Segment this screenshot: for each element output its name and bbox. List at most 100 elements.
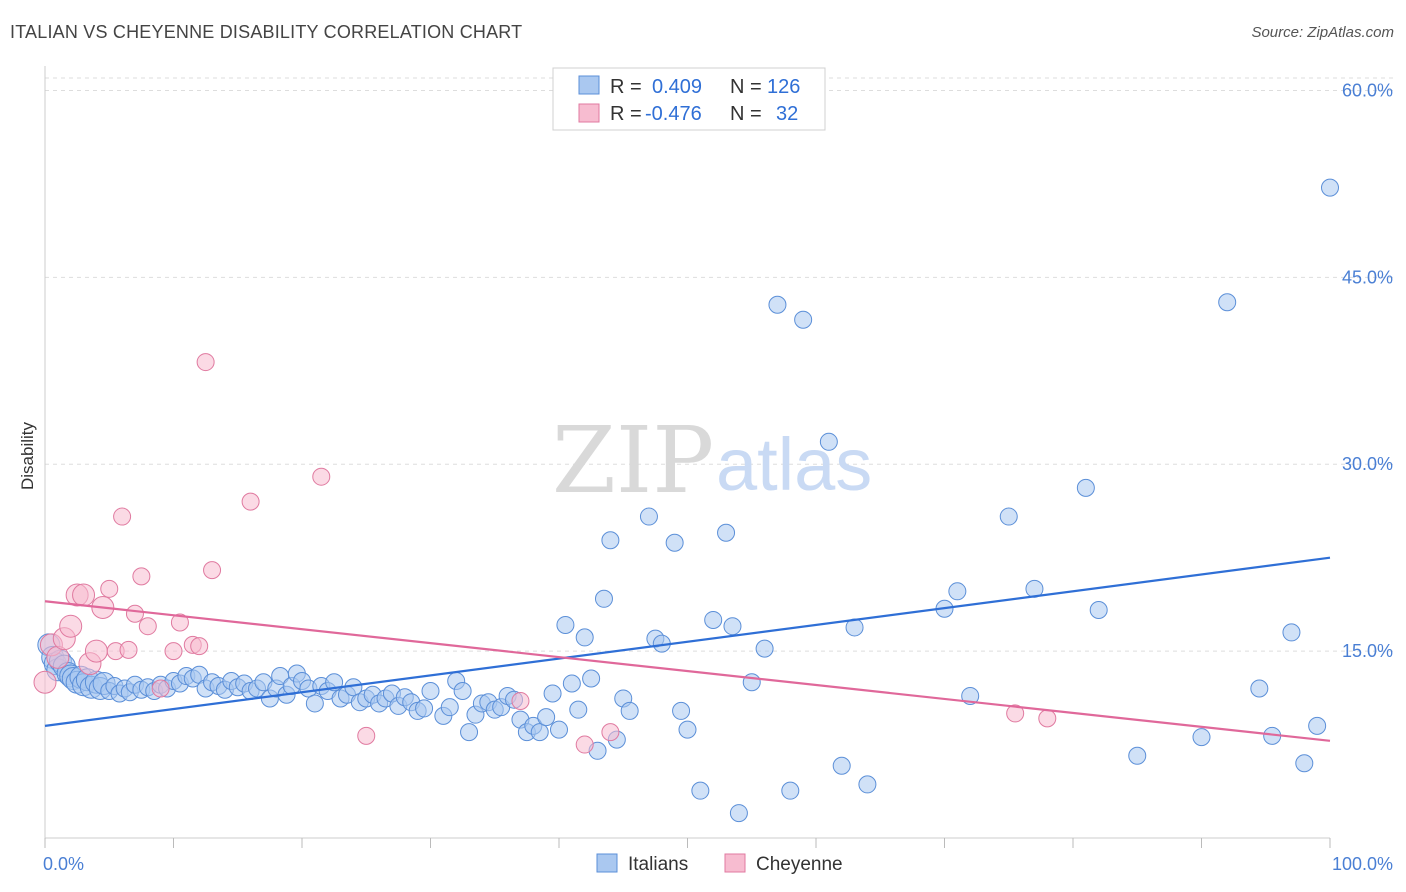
italians-point-117 [832,756,851,775]
italians-point-85 [530,723,549,742]
italians-point-105 [678,720,697,739]
italians-point-87 [543,684,562,703]
cheyenne-point-18 [164,642,183,661]
cheyenne-point-27 [511,691,530,710]
italians-point-128 [1192,728,1211,747]
cheyenne-point-26 [357,726,376,745]
italians-point-112 [755,639,774,658]
italians-point-103 [665,533,684,552]
legend-r-value-italians: 0.409 [652,76,702,98]
italians-point-109 [723,617,742,636]
stats-legend: R = 0.409 N = 126 R = -0.476 N = 32 [552,67,826,131]
italians-point-89 [556,615,575,634]
legend-italians-label: Italians [628,854,688,875]
italians-trend-line [44,556,1331,727]
italians-point-132 [1282,623,1301,642]
cheyenne-point-23 [203,561,222,580]
italians-point-108 [717,523,736,542]
cheyenne-trend-line [44,600,1331,742]
italians-point-95 [594,589,613,608]
italians-point-123 [999,507,1018,526]
y-tick-labels: 15.0% 30.0% 45.0% 60.0% [1342,80,1393,661]
x-tick-label-0: 0.0% [43,854,84,874]
cheyenne-point-13 [119,640,138,659]
legend-n-value-cheyenne: 32 [776,103,798,125]
watermark-zip: ZIP [552,407,714,514]
cheyenne-point-17 [151,679,170,698]
italians-point-96 [601,531,620,550]
legend-n-label-italians: N = [730,76,762,98]
y-tick-label-0: 15.0% [1342,641,1393,661]
italians-point-127 [1128,746,1147,765]
legend-n-label-cheyenne: N = [730,103,762,125]
legend-r-value-cheyenne: -0.476 [645,103,702,125]
italians-point-134 [1308,716,1327,735]
cheyenne-swatch [578,103,600,123]
italians-point-126 [1089,601,1108,619]
legend-cheyenne-label: Cheyenne [756,854,843,875]
chart-title: ITALIAN VS CHEYENNE DISABILITY CORRELATI… [10,22,523,42]
italians-point-88 [550,720,568,739]
trend-lines [44,556,1331,742]
italians-point-69 [421,681,440,700]
cheyenne-point-31 [1038,709,1057,728]
italians-point-133 [1295,754,1314,773]
cheyenne-point-15 [132,567,151,586]
italians-point-71 [440,698,459,717]
source-credit: Source: ZipAtlas.com [1251,24,1394,41]
italians-point-125 [1076,478,1095,497]
watermark: ZIP atlas [552,407,872,514]
gridlines [45,77,1395,652]
italians-point-92 [575,628,594,647]
italians-point-110 [729,804,748,823]
legend-n-value-italians: 126 [767,76,800,98]
y-tick-label-1: 30.0% [1342,454,1393,474]
x-tick-labels: 0.0% 100.0% [43,854,1393,874]
italians-swatch [578,75,600,95]
cheyenne-point-25 [312,467,331,486]
italians-point-135 [1321,178,1339,197]
y-axis-label: Disability [18,421,37,490]
italians-point-93 [582,669,601,688]
cheyenne-point-4 [59,614,83,638]
cheyenne-point-29 [601,723,620,742]
italians-point-130 [1250,679,1269,698]
cheyenne-point-24 [241,492,260,511]
italians-point-119 [858,775,877,794]
cheyenne-point-14 [125,604,144,623]
cheyenne-point-12 [113,507,132,526]
cheyenne-point-16 [138,617,157,636]
x-tick-label-1: 100.0% [1332,854,1393,874]
legend-r-label-cheyenne: R = [610,103,642,125]
italians-point-121 [948,582,967,601]
y-tick-label-2: 45.0% [1342,267,1393,287]
italians-point-73 [453,681,472,700]
cheyenne-point-0 [33,670,57,694]
italians-point-68 [415,699,434,718]
axes [44,66,1331,848]
italians-point-115 [794,310,813,329]
italians-point-114 [781,781,800,800]
italians-point-74 [460,723,479,742]
italians-point-104 [672,701,691,720]
cheyenne-point-21 [190,637,209,656]
series-legend: Italians Cheyenne [596,853,843,875]
italians-point-116 [819,432,838,451]
cheyenne-point-19 [170,613,189,632]
cheyenne-point-6 [72,583,96,607]
italians-point-129 [1218,293,1237,312]
cheyenne-point-10 [100,579,119,598]
italians-point-91 [569,700,588,719]
y-tick-label-3: 60.0% [1342,80,1393,100]
italians-point-51 [305,694,324,713]
italians-point-86 [537,708,556,727]
italians-point-90 [562,674,581,693]
cheyenne-point-22 [196,353,215,372]
italians-point-99 [620,701,639,720]
cheyenne-point-8 [84,639,108,663]
italians-point-107 [704,610,723,629]
cheyenne-point-28 [575,735,594,754]
italians-point-106 [691,781,710,800]
watermark-atlas: atlas [716,423,872,506]
